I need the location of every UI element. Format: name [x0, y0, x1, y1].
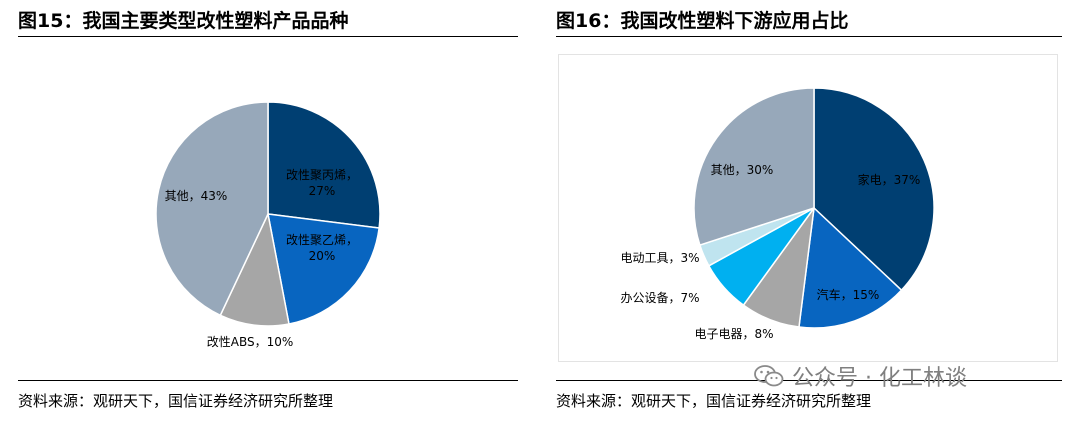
figure-16-top-rule	[556, 36, 1062, 37]
figure-16-panel: 图16：我国改性塑料下游应用占比 家电，37% 汽车，15% 电子电器，8% 办公设备…	[556, 0, 1062, 422]
pie-slice-label: 改性聚丙烯， 27%	[286, 168, 358, 198]
figure-15-bottom-rule	[18, 380, 518, 381]
figure-15-source: 资料来源：观研天下，国信证券经济研究所整理	[18, 392, 334, 410]
pie-slice	[267, 213, 380, 325]
pie-slice-label: 电子电器，8%	[694, 327, 773, 341]
figure-16-chart-frame	[558, 54, 1058, 362]
pie-slice	[155, 101, 269, 317]
pie-slice-label: 汽车，15%	[817, 287, 880, 302]
figure-15-chart: 改性聚丙烯， 27% 改性聚乙烯， 20% 改性ABS，10% 其他，43%	[18, 44, 518, 374]
figure-15-top-rule	[18, 36, 518, 37]
figure-16-source: 资料来源：观研天下，国信证券经济研究所整理	[556, 392, 872, 410]
figure-15-title: 图15：我国主要类型改性塑料产品品种	[18, 10, 349, 32]
pie-slice	[798, 206, 903, 329]
pie-slice-label: 改性ABS，10%	[207, 335, 294, 349]
pie-slice-label: 办公设备，7%	[620, 290, 699, 305]
pie-slice-label: 其他，30%	[711, 163, 774, 177]
figure-15-panel: 图15：我国主要类型改性塑料产品品种 改性聚丙烯， 27% 改性聚乙烯， 20% 改性A…	[18, 0, 518, 422]
pie-slice	[693, 87, 815, 247]
figure-16-bottom-rule	[556, 380, 1062, 381]
pie-slice-label: 家电，37%	[858, 172, 921, 187]
pie-slice-label: 改性聚乙烯， 20%	[286, 233, 358, 263]
pie-slice	[267, 101, 381, 229]
pie-chart-product-types: 改性聚丙烯， 27% 改性聚乙烯， 20% 改性ABS，10% 其他，43%	[155, 101, 381, 349]
pie-slice	[813, 87, 935, 292]
pie-slice-label: 电动工具，3%	[620, 251, 699, 265]
watermark: 公众号 · 化工林谈	[754, 360, 967, 392]
wechat-icon	[754, 365, 784, 387]
figure-16-title: 图16：我国改性塑料下游应用占比	[556, 10, 849, 32]
figure-16-chart: 家电，37% 汽车，15% 电子电器，8% 办公设备，7% 电动工具，3% 其他，30%	[556, 44, 1062, 374]
watermark-text: 公众号 · 化工林谈	[792, 366, 967, 391]
pie-slice-label: 其他，43%	[165, 189, 228, 203]
pie-chart-downstream-applications: 家电，37% 汽车，15% 电子电器，8% 办公设备，7% 电动工具，3% 其他，30%	[620, 87, 935, 341]
